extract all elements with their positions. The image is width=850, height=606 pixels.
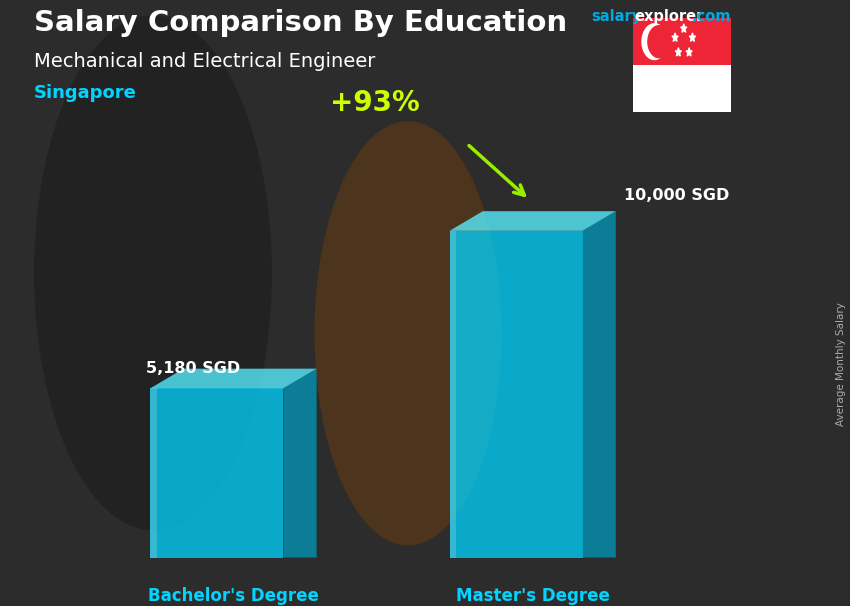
- Text: Singapore: Singapore: [34, 84, 137, 102]
- Polygon shape: [150, 368, 316, 388]
- Polygon shape: [642, 24, 666, 59]
- Text: +93%: +93%: [330, 90, 420, 118]
- Polygon shape: [681, 24, 687, 32]
- Text: 10,000 SGD: 10,000 SGD: [624, 188, 729, 203]
- Polygon shape: [150, 388, 283, 558]
- Polygon shape: [689, 33, 695, 41]
- FancyBboxPatch shape: [633, 18, 731, 65]
- Text: explorer: explorer: [634, 9, 704, 24]
- Polygon shape: [450, 231, 582, 558]
- Polygon shape: [675, 48, 682, 56]
- Text: Average Monthly Salary: Average Monthly Salary: [836, 302, 846, 425]
- Polygon shape: [450, 231, 456, 558]
- Text: .com: .com: [692, 9, 731, 24]
- Polygon shape: [672, 33, 678, 41]
- Polygon shape: [648, 25, 670, 58]
- Ellipse shape: [314, 121, 502, 545]
- Text: 5,180 SGD: 5,180 SGD: [146, 361, 241, 376]
- Polygon shape: [450, 211, 615, 231]
- Polygon shape: [686, 48, 692, 56]
- Text: Salary Comparison By Education: Salary Comparison By Education: [34, 9, 567, 37]
- Polygon shape: [283, 368, 316, 558]
- Text: salary: salary: [591, 9, 641, 24]
- Text: Master's Degree: Master's Degree: [456, 587, 609, 605]
- Polygon shape: [150, 388, 157, 558]
- Text: Mechanical and Electrical Engineer: Mechanical and Electrical Engineer: [34, 52, 376, 70]
- FancyBboxPatch shape: [632, 16, 733, 115]
- Polygon shape: [582, 211, 615, 558]
- Text: Bachelor's Degree: Bachelor's Degree: [148, 587, 319, 605]
- Ellipse shape: [34, 15, 272, 530]
- Bar: [633, 65, 731, 112]
- Bar: [633, 18, 731, 65]
